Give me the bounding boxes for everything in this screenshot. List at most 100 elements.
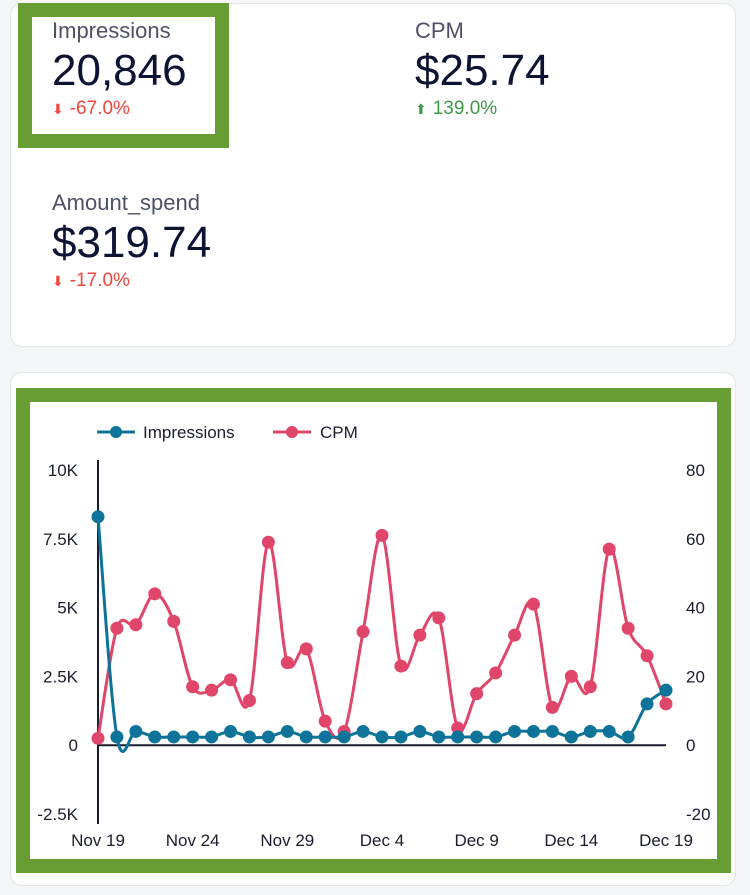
data-point-cpm-7[interactable]	[224, 673, 238, 687]
data-point-impressions-21[interactable]	[489, 730, 503, 744]
y-left-tick-label: 0	[69, 736, 78, 755]
kpi-card	[10, 3, 736, 347]
data-point-impressions-7[interactable]	[224, 724, 238, 738]
kpi-value: $319.74	[52, 218, 212, 267]
data-point-impressions-17[interactable]	[413, 724, 427, 738]
data-point-impressions-3[interactable]	[148, 730, 162, 744]
data-point-impressions-9[interactable]	[261, 730, 275, 744]
data-point-cpm-30[interactable]	[659, 697, 673, 711]
data-point-impressions-18[interactable]	[432, 730, 446, 744]
data-point-cpm-9[interactable]	[261, 535, 275, 549]
data-point-cpm-19[interactable]	[451, 721, 465, 735]
series-impressions	[91, 510, 673, 754]
data-point-cpm-25[interactable]	[564, 669, 578, 683]
y-right-tick-label: -20	[686, 805, 711, 824]
data-point-impressions-0[interactable]	[91, 510, 105, 524]
data-point-impressions-27[interactable]	[602, 724, 616, 738]
data-point-cpm-22[interactable]	[508, 628, 522, 642]
x-tick-label: Dec 4	[360, 831, 404, 850]
y-left-tick-label: 5K	[57, 599, 78, 618]
data-point-cpm-4[interactable]	[167, 614, 181, 628]
x-tick-label: Dec 9	[454, 831, 498, 850]
data-point-cpm-3[interactable]	[148, 587, 162, 601]
kpi-delta: 139.0%	[432, 98, 498, 119]
series-cpm	[91, 528, 673, 745]
x-tick-label: Nov 19	[71, 831, 125, 850]
x-tick-label: Dec 19	[639, 831, 693, 850]
data-point-cpm-2[interactable]	[129, 618, 143, 632]
kpi-cpm: CPM $25.74 ⬆ 139.0%	[415, 18, 550, 120]
data-point-impressions-25[interactable]	[564, 730, 578, 744]
data-point-impressions-6[interactable]	[205, 730, 219, 744]
kpi-value: $25.74	[415, 46, 550, 95]
y-left-tick-label: 2.5K	[43, 667, 79, 686]
data-point-cpm-27[interactable]	[602, 542, 616, 556]
kpi-label: Impressions	[52, 18, 171, 43]
data-point-impressions-22[interactable]	[508, 724, 522, 738]
y-right-tick-label: 0	[686, 736, 695, 755]
data-point-impressions-16[interactable]	[394, 730, 408, 744]
data-point-cpm-0[interactable]	[91, 731, 105, 745]
y-right-tick-label: 20	[686, 667, 705, 686]
kpi-label: Amount_spend	[52, 190, 200, 215]
legend-impressions[interactable]: Impressions	[97, 423, 235, 442]
y-left-tick-label: -2.5K	[37, 805, 78, 824]
data-point-cpm-8[interactable]	[242, 693, 256, 707]
highlight-box-chart	[16, 388, 731, 873]
data-point-cpm-12[interactable]	[318, 714, 332, 728]
data-point-cpm-20[interactable]	[470, 687, 484, 701]
kpi-delta: -67.0%	[69, 98, 130, 119]
data-point-impressions-8[interactable]	[242, 730, 256, 744]
data-point-cpm-1[interactable]	[110, 621, 124, 635]
data-point-cpm-16[interactable]	[394, 659, 408, 673]
legend: Impressions CPM	[97, 423, 358, 442]
data-point-impressions-15[interactable]	[375, 730, 389, 744]
data-point-impressions-24[interactable]	[545, 724, 559, 738]
series-line	[96, 533, 668, 740]
data-point-cpm-10[interactable]	[280, 656, 294, 670]
data-point-cpm-11[interactable]	[299, 642, 313, 656]
series-line	[96, 516, 667, 754]
data-point-cpm-23[interactable]	[526, 597, 540, 611]
data-point-impressions-29[interactable]	[640, 697, 654, 711]
y-left-tick-label: 10K	[48, 461, 79, 480]
data-point-cpm-26[interactable]	[583, 680, 597, 694]
data-point-impressions-12[interactable]	[318, 730, 332, 744]
y-right-tick-label: 80	[686, 461, 705, 480]
data-point-impressions-28[interactable]	[621, 730, 635, 744]
data-point-cpm-28[interactable]	[621, 621, 635, 635]
data-point-impressions-10[interactable]	[280, 724, 294, 738]
data-point-impressions-4[interactable]	[167, 730, 181, 744]
y-right-tick-label: 40	[686, 599, 705, 618]
data-point-impressions-2[interactable]	[129, 724, 143, 738]
x-tick-label: Nov 24	[166, 831, 220, 850]
data-point-cpm-5[interactable]	[186, 680, 200, 694]
data-point-cpm-29[interactable]	[640, 649, 654, 663]
legend-cpm[interactable]: CPM	[273, 423, 358, 442]
legend-label: Impressions	[143, 423, 235, 442]
data-point-cpm-14[interactable]	[356, 625, 370, 639]
data-point-impressions-20[interactable]	[470, 730, 484, 744]
data-point-impressions-5[interactable]	[186, 730, 200, 744]
data-point-cpm-6[interactable]	[205, 683, 219, 697]
x-tick-label: Nov 29	[260, 831, 314, 850]
highlight-box-impressions	[18, 3, 229, 148]
data-point-impressions-13[interactable]	[337, 730, 351, 744]
x-tick-label: Dec 14	[544, 831, 598, 850]
arrow-down-icon: ⬇	[52, 273, 64, 289]
data-point-impressions-23[interactable]	[526, 724, 540, 738]
data-point-impressions-30[interactable]	[659, 683, 673, 697]
data-point-impressions-11[interactable]	[299, 730, 313, 744]
data-point-cpm-17[interactable]	[413, 628, 427, 642]
data-point-cpm-15[interactable]	[375, 528, 389, 542]
data-point-impressions-26[interactable]	[583, 724, 597, 738]
data-point-cpm-24[interactable]	[545, 700, 559, 714]
data-point-cpm-21[interactable]	[489, 666, 503, 680]
data-point-impressions-19[interactable]	[451, 730, 465, 744]
data-point-impressions-1[interactable]	[110, 730, 124, 744]
kpi-delta: -17.0%	[69, 270, 130, 291]
data-point-cpm-18[interactable]	[432, 611, 446, 625]
kpi-amount-spend: Amount_spend $319.74 ⬇ -17.0%	[52, 190, 211, 292]
data-point-impressions-14[interactable]	[356, 724, 370, 738]
